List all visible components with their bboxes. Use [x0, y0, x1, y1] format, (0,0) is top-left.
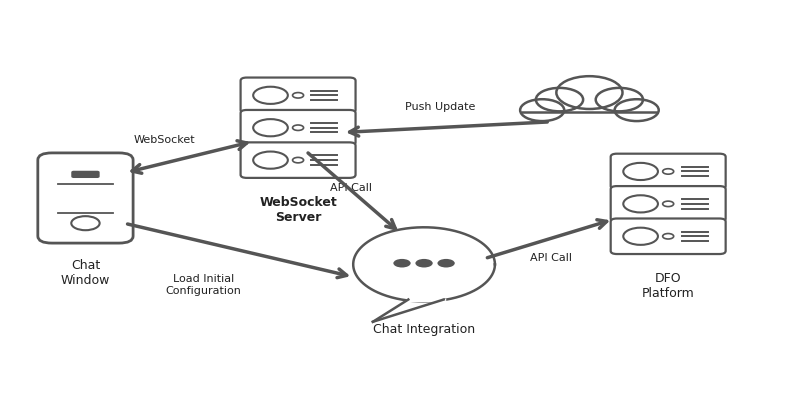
Text: Load Initial
Configuration: Load Initial Configuration: [166, 274, 242, 296]
FancyBboxPatch shape: [525, 97, 654, 113]
Text: API Call: API Call: [330, 183, 372, 193]
Circle shape: [253, 119, 288, 136]
Circle shape: [253, 87, 288, 104]
Polygon shape: [353, 227, 495, 301]
Text: WebSocket
Server: WebSocket Server: [259, 196, 337, 224]
Text: DFO
Platform: DFO Platform: [642, 272, 695, 300]
FancyBboxPatch shape: [611, 219, 726, 254]
FancyBboxPatch shape: [611, 186, 726, 222]
Circle shape: [623, 195, 658, 212]
Circle shape: [253, 152, 288, 169]
Circle shape: [663, 169, 674, 174]
Text: API Call: API Call: [531, 253, 573, 263]
Circle shape: [615, 99, 659, 121]
Text: Chat
Window: Chat Window: [61, 259, 110, 287]
Circle shape: [293, 93, 304, 98]
Circle shape: [416, 259, 433, 268]
Circle shape: [557, 76, 623, 109]
Circle shape: [663, 234, 674, 239]
Polygon shape: [373, 299, 444, 322]
Circle shape: [71, 216, 100, 230]
Text: Push Update: Push Update: [404, 102, 475, 112]
Circle shape: [536, 88, 583, 111]
Circle shape: [623, 163, 658, 180]
FancyBboxPatch shape: [611, 154, 726, 189]
FancyBboxPatch shape: [72, 171, 99, 177]
Circle shape: [393, 259, 411, 268]
Circle shape: [596, 88, 643, 111]
Text: WebSocket: WebSocket: [133, 135, 195, 145]
FancyBboxPatch shape: [38, 153, 133, 243]
Text: Chat Integration: Chat Integration: [373, 323, 475, 336]
FancyBboxPatch shape: [240, 142, 355, 178]
Circle shape: [623, 228, 658, 245]
Circle shape: [438, 259, 454, 268]
Circle shape: [663, 201, 674, 207]
Circle shape: [293, 125, 304, 130]
FancyBboxPatch shape: [240, 78, 355, 113]
FancyBboxPatch shape: [240, 110, 355, 145]
Circle shape: [520, 99, 565, 121]
Circle shape: [293, 157, 304, 163]
